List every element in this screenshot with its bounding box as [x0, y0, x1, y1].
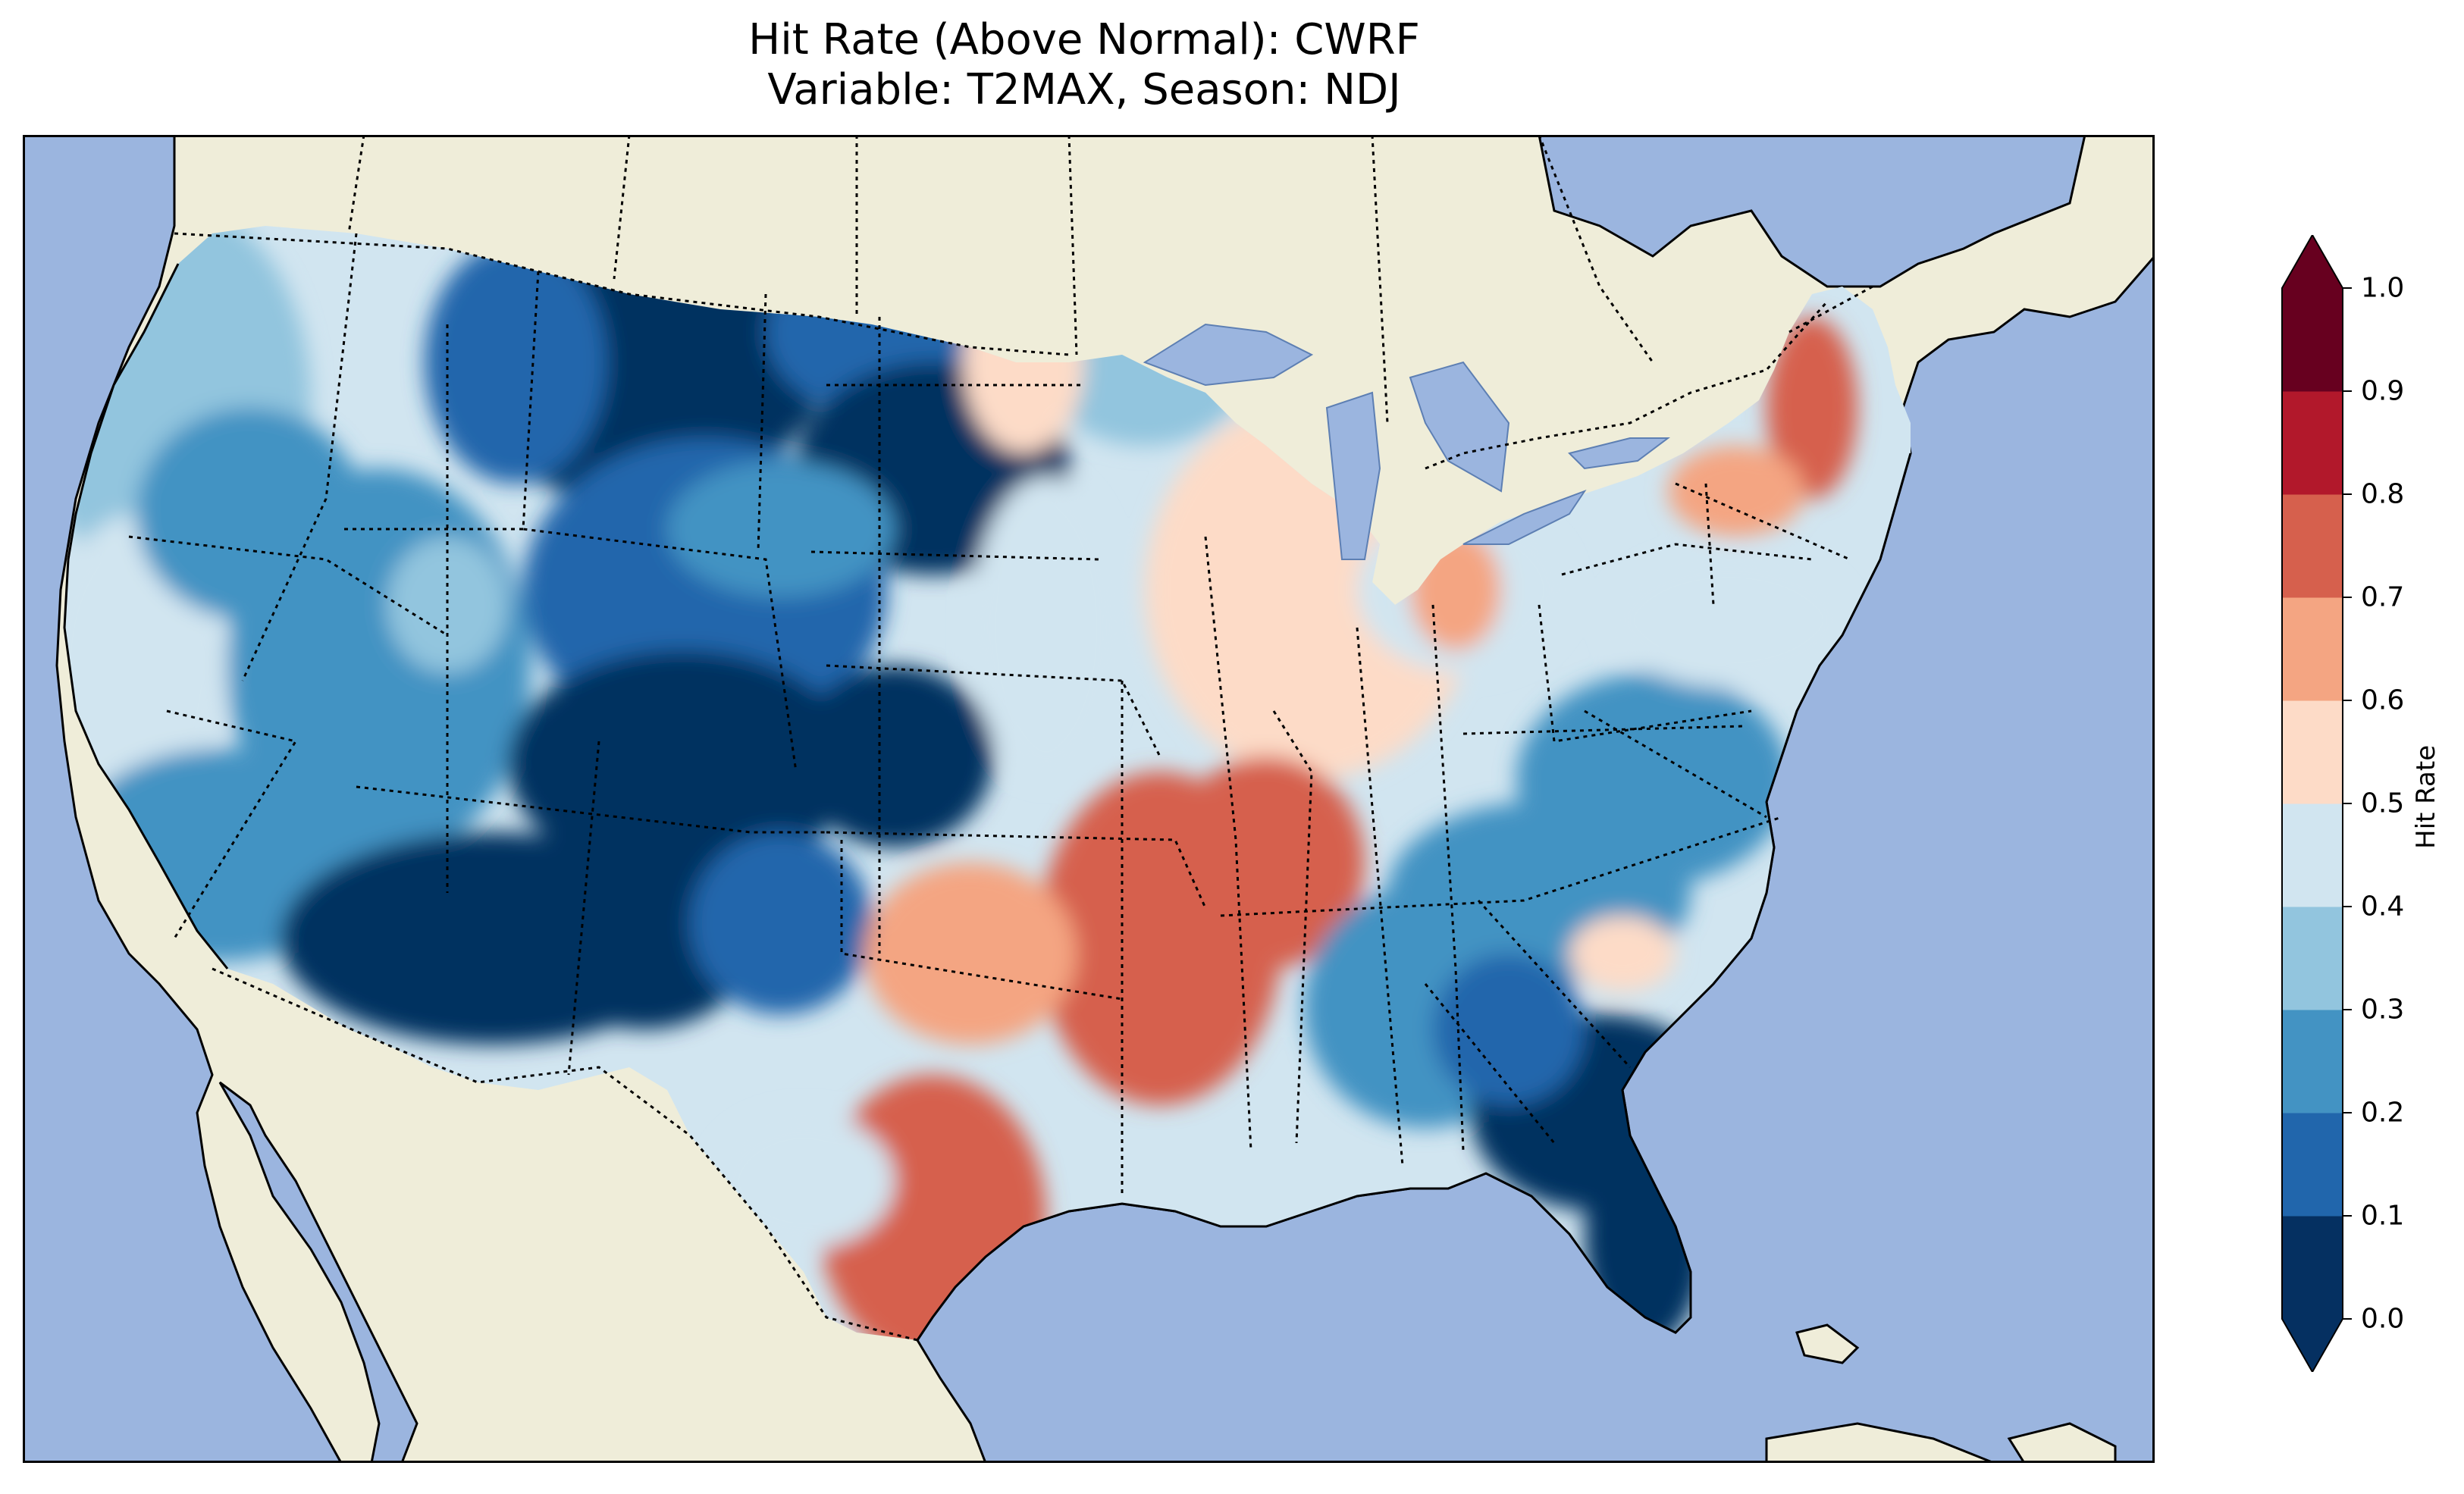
title-line-2: Variable: T2MAX, Season: NDJ [767, 65, 1401, 114]
land-bahamas [1795, 1323, 1860, 1364]
colorbar-segment [2282, 391, 2343, 495]
colorbar-segment [2282, 288, 2343, 392]
map-svg [23, 135, 2155, 1463]
colorbar-tick-label: 0.7 [2361, 581, 2405, 613]
colorbar-tick-label: 0.0 [2361, 1303, 2405, 1335]
colorbar-tick-label: 0.9 [2361, 375, 2405, 407]
colorbar-segment [2282, 803, 2343, 907]
chart-title: Hit Rate (Above Normal): CWRF Variable: … [0, 15, 2168, 115]
colorbar-svg [2281, 233, 2352, 1374]
colorbar-tick-label: 0.6 [2361, 684, 2405, 716]
land-hispaniola [2007, 1422, 2117, 1463]
colorbar-segment [2282, 494, 2343, 598]
colorbar-extend-max [2282, 235, 2343, 288]
colorbar-tick-label: 0.1 [2361, 1200, 2405, 1232]
colorbar-segment [2282, 1113, 2343, 1217]
colorbar-segment [2282, 907, 2343, 1010]
map-panel [23, 135, 2155, 1466]
colorbar-tick-label: 0.4 [2361, 891, 2405, 922]
colorbar-segment [2282, 1216, 2343, 1320]
colorbar-tick-label: 0.3 [2361, 994, 2405, 1026]
colorbar-tick-label: 0.2 [2361, 1097, 2405, 1129]
colorbar-segment [2282, 1010, 2343, 1113]
colorbar-tick-label: 1.0 [2361, 272, 2405, 304]
map-frame [23, 135, 2155, 1463]
colorbar-extend-min [2282, 1319, 2343, 1372]
colorbar-tick-label: 0.8 [2361, 478, 2405, 510]
colorbar-segment [2282, 597, 2343, 701]
state-borders [128, 233, 1873, 1196]
conus-coastline [63, 263, 1912, 1341]
land-cuba [1765, 1422, 1995, 1463]
title-line-1: Hit Rate (Above Normal): CWRF [748, 15, 1420, 64]
colorbar-tick-label: 0.5 [2361, 788, 2405, 819]
colorbar: 0.0 0.1 0.2 0.3 0.4 0.5 0.6 0.7 0.8 0.9 1.0 Hit Ra… [2267, 233, 2456, 1374]
colorbar-label: Hit Rate [2411, 744, 2441, 849]
country-borders [174, 135, 1829, 1342]
colorbar-segment [2282, 700, 2343, 804]
great-lakes [1143, 323, 1670, 560]
